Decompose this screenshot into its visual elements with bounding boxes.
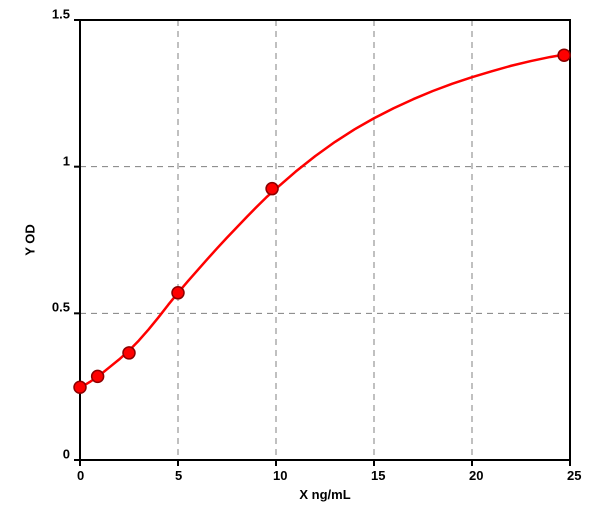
x-tick-label: 5 <box>175 468 182 483</box>
data-point <box>172 287 184 299</box>
y-tick-label: 0 <box>63 447 70 462</box>
y-axis-label: Y OD <box>23 224 38 256</box>
plot-svg <box>0 0 600 516</box>
y-tick-label: 0.5 <box>52 300 70 315</box>
x-tick-label: 15 <box>371 468 385 483</box>
data-point <box>558 49 570 61</box>
data-point <box>123 347 135 359</box>
x-tick-label: 0 <box>77 468 84 483</box>
y-tick-label: 1.5 <box>52 7 70 22</box>
data-point <box>92 370 104 382</box>
x-axis-label: X ng/mL <box>299 487 350 502</box>
data-point <box>74 381 86 393</box>
x-tick-label: 20 <box>469 468 483 483</box>
chart-container: 0 5 10 15 20 25 0 0.5 1 1.5 X ng/mL Y OD <box>0 0 600 516</box>
x-tick-label: 25 <box>567 468 581 483</box>
data-point <box>266 183 278 195</box>
y-tick-label: 1 <box>63 153 70 168</box>
x-tick-label: 10 <box>273 468 287 483</box>
